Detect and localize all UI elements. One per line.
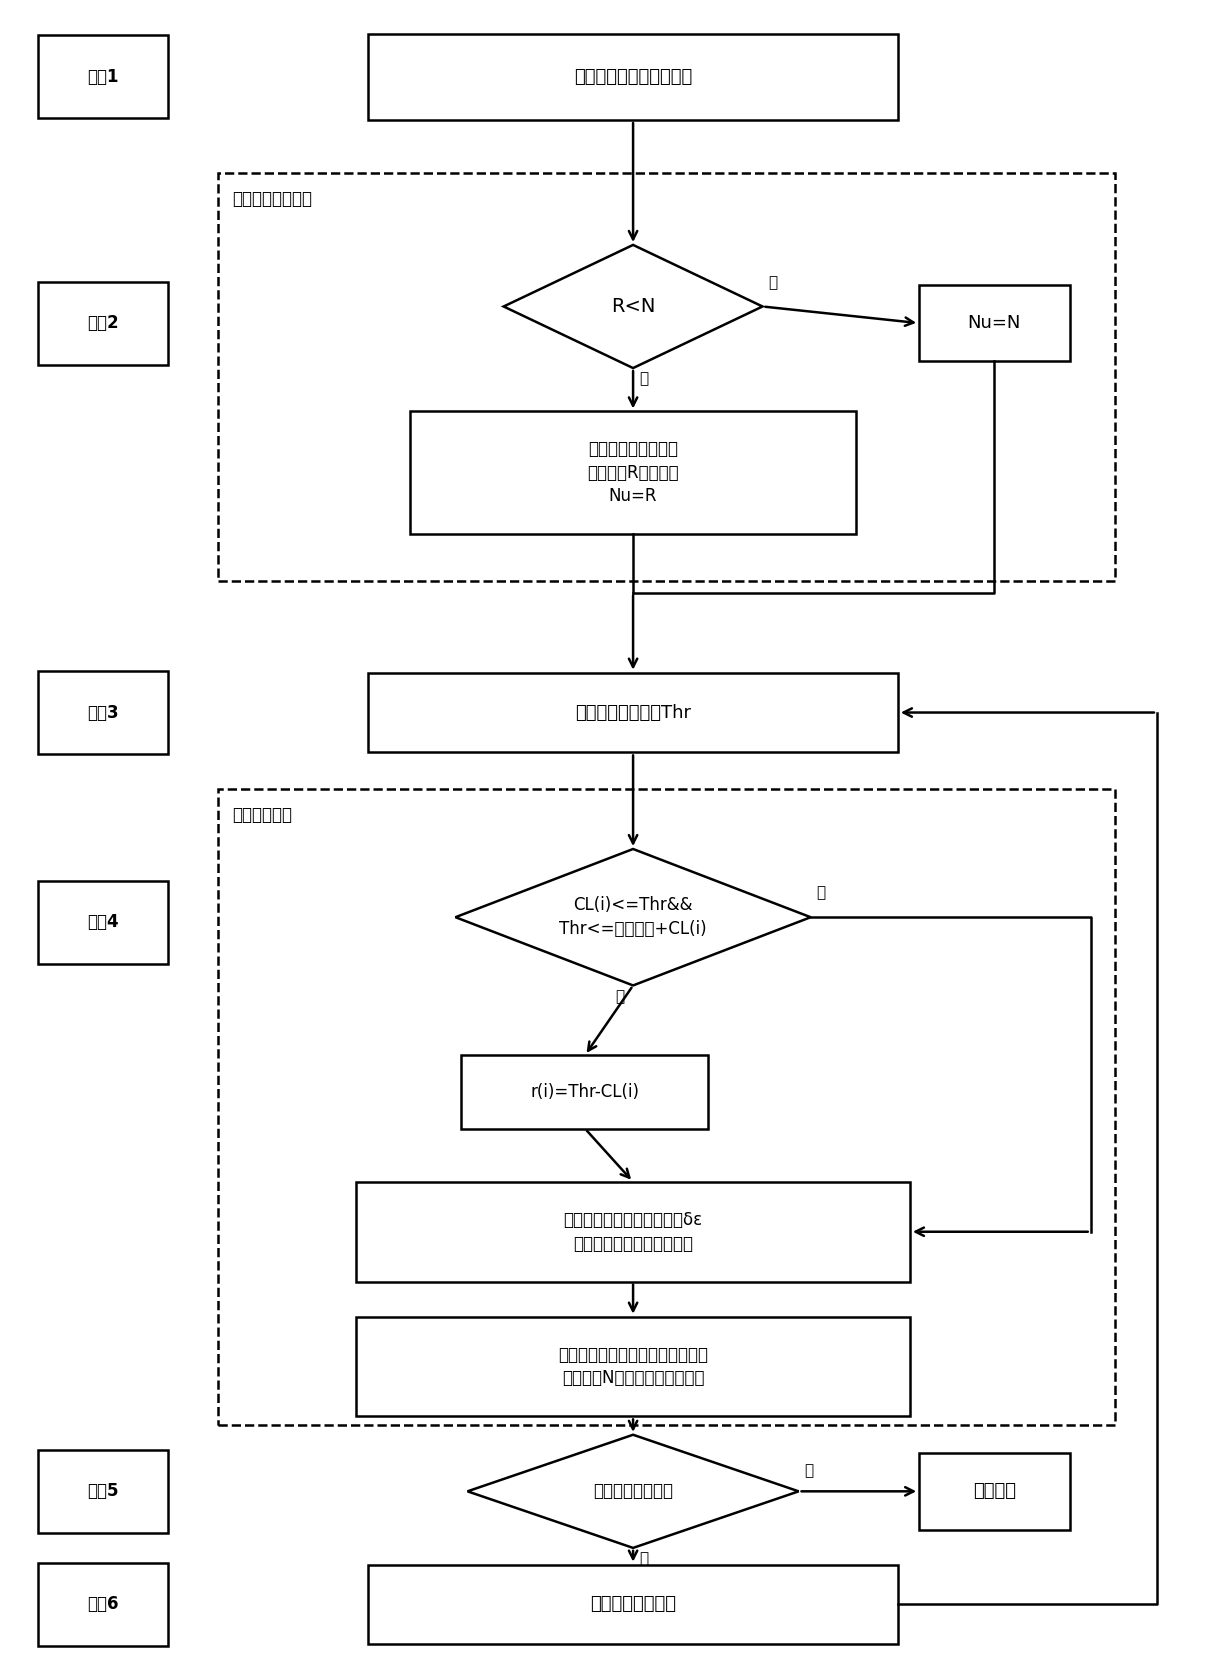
Text: 加载结束: 加载结束 bbox=[973, 1482, 1016, 1500]
Text: 步骤3: 步骤3 bbox=[88, 703, 119, 722]
FancyBboxPatch shape bbox=[38, 671, 168, 753]
FancyBboxPatch shape bbox=[462, 1055, 709, 1129]
Text: 步骤1: 步骤1 bbox=[88, 67, 119, 86]
Text: 计算初始加载门限Thr: 计算初始加载门限Thr bbox=[575, 703, 691, 722]
Text: 对下一个子载波进行相同的判断加
载，直到N个子载波加载完一轮: 对下一个子载波进行相同的判断加 载，直到N个子载波加载完一轮 bbox=[558, 1346, 708, 1388]
FancyBboxPatch shape bbox=[410, 411, 856, 535]
FancyBboxPatch shape bbox=[920, 1453, 1069, 1530]
Text: 更新比特加载门限: 更新比特加载门限 bbox=[590, 1596, 676, 1614]
Polygon shape bbox=[468, 1435, 799, 1547]
Text: 否: 否 bbox=[769, 275, 777, 290]
FancyBboxPatch shape bbox=[920, 285, 1069, 361]
FancyBboxPatch shape bbox=[38, 1562, 168, 1646]
Text: 选择可用子载波集: 选择可用子载波集 bbox=[233, 190, 312, 208]
Text: 否: 否 bbox=[817, 886, 826, 901]
Text: 是: 是 bbox=[615, 988, 624, 1003]
FancyBboxPatch shape bbox=[218, 789, 1114, 1425]
FancyBboxPatch shape bbox=[368, 1564, 898, 1644]
Text: 计算已使用子载波功率增量δε
并按功率增量从小到大排序: 计算已使用子载波功率增量δε 并按功率增量从小到大排序 bbox=[564, 1212, 703, 1252]
Text: 判断是否加载结束: 判断是否加载结束 bbox=[593, 1482, 674, 1500]
Text: 步骤5: 步骤5 bbox=[88, 1482, 119, 1500]
FancyBboxPatch shape bbox=[38, 282, 168, 364]
Text: 步骤2: 步骤2 bbox=[88, 314, 119, 332]
FancyBboxPatch shape bbox=[368, 34, 898, 121]
Text: r(i)=Thr-CL(i): r(i)=Thr-CL(i) bbox=[530, 1082, 639, 1101]
Text: 划分子载波信道质量等级: 划分子载波信道质量等级 bbox=[574, 67, 692, 86]
Polygon shape bbox=[456, 849, 811, 985]
FancyBboxPatch shape bbox=[218, 173, 1114, 581]
FancyBboxPatch shape bbox=[38, 881, 168, 963]
Polygon shape bbox=[503, 245, 762, 367]
FancyBboxPatch shape bbox=[356, 1317, 910, 1416]
Text: 否: 否 bbox=[639, 1550, 648, 1566]
FancyBboxPatch shape bbox=[38, 35, 168, 119]
FancyBboxPatch shape bbox=[356, 1181, 910, 1282]
Text: 步骤6: 步骤6 bbox=[88, 1596, 119, 1614]
FancyBboxPatch shape bbox=[38, 1450, 168, 1534]
Text: 是: 是 bbox=[805, 1463, 814, 1478]
Text: 步骤4: 步骤4 bbox=[88, 913, 119, 931]
Text: R<N: R<N bbox=[611, 297, 655, 315]
Text: 是: 是 bbox=[639, 371, 648, 386]
Text: CL(i)<=Thr&&
Thr<=比特上限+CL(i): CL(i)<=Thr&& Thr<=比特上限+CL(i) bbox=[559, 896, 706, 938]
FancyBboxPatch shape bbox=[368, 673, 898, 752]
Text: 可用子载波集为信噪
比较大的R个子载波
Nu=R: 可用子载波集为信噪 比较大的R个子载波 Nu=R bbox=[587, 440, 678, 505]
Text: 快速比特加载: 快速比特加载 bbox=[233, 805, 292, 824]
Text: Nu=N: Nu=N bbox=[967, 314, 1021, 332]
